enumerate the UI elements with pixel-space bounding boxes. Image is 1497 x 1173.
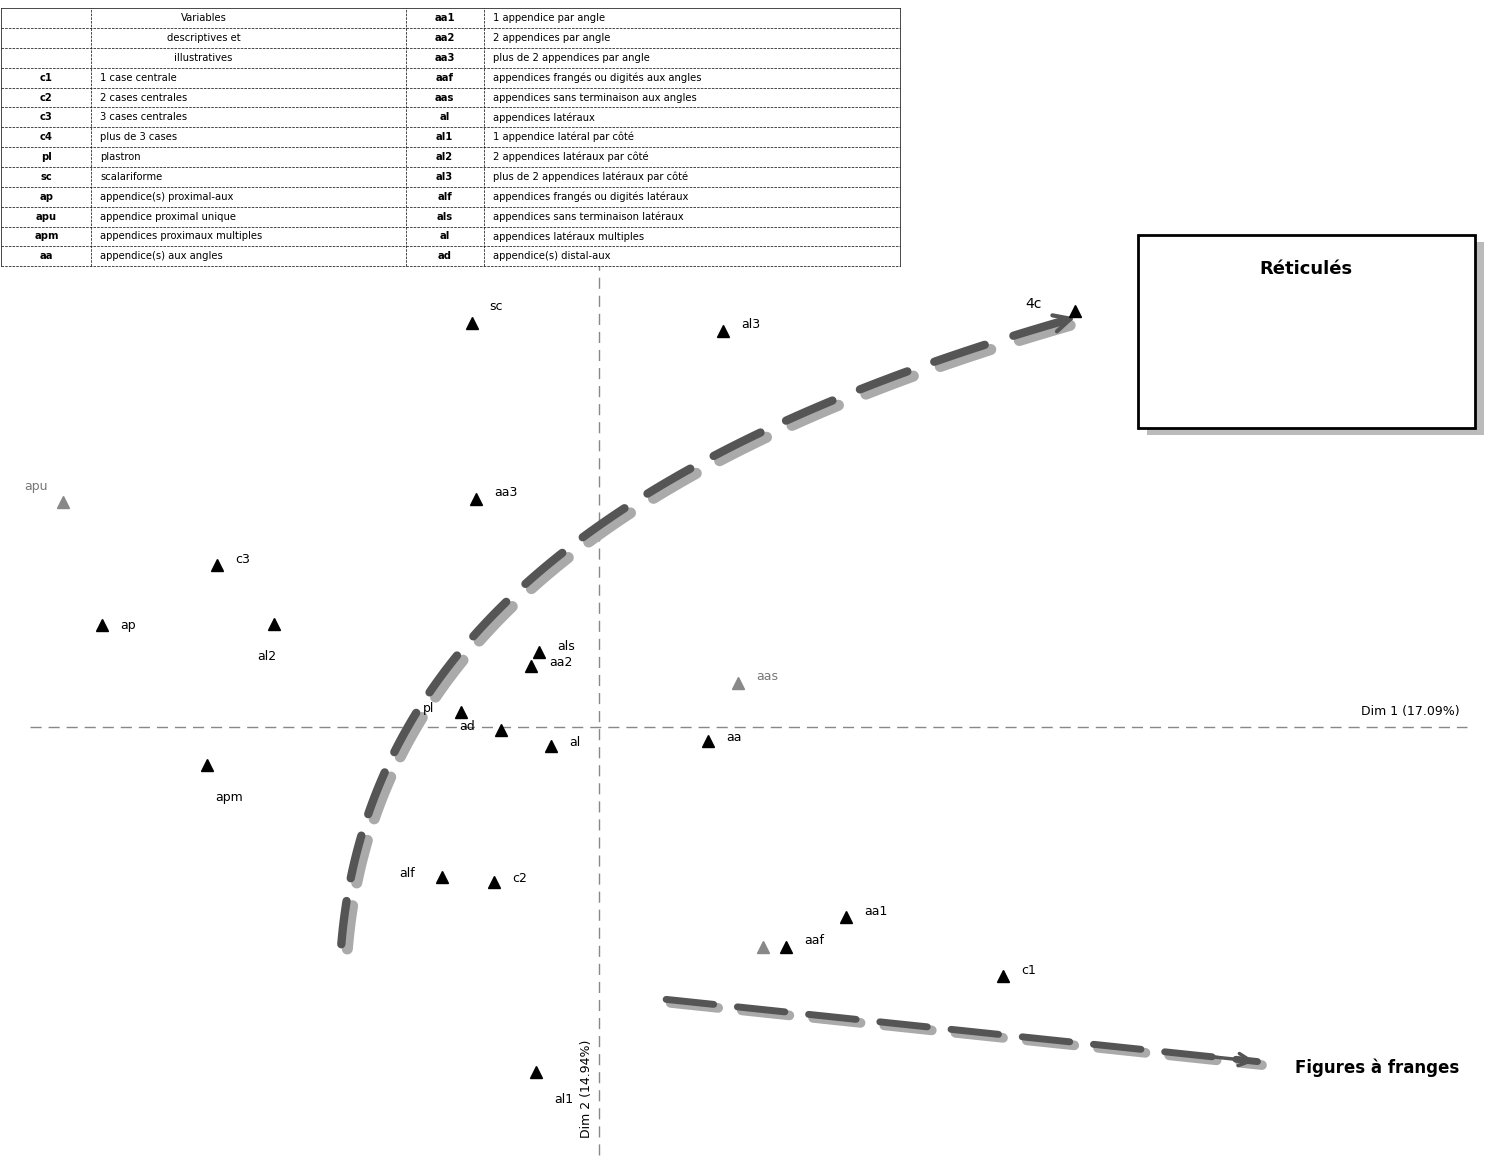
Text: appendices latéraux multiples: appendices latéraux multiples — [493, 231, 644, 242]
Text: 2 cases centrales: 2 cases centrales — [100, 93, 187, 102]
Text: plus de 2 appendices latéraux par côté: plus de 2 appendices latéraux par côté — [493, 171, 687, 182]
Text: al2: al2 — [436, 152, 454, 162]
Text: 4c: 4c — [1025, 297, 1042, 311]
Text: plus de 2 appendices par angle: plus de 2 appendices par angle — [493, 53, 650, 63]
Text: c1: c1 — [1021, 963, 1036, 977]
Text: al: al — [440, 231, 449, 242]
Text: Dim 2 (14.94%): Dim 2 (14.94%) — [581, 1039, 593, 1138]
Text: appendices proximaux multiples: appendices proximaux multiples — [100, 231, 262, 242]
Text: 1 appendice latéral par côté: 1 appendice latéral par côté — [493, 133, 633, 142]
FancyBboxPatch shape — [1138, 235, 1475, 428]
Text: ad: ad — [458, 719, 475, 733]
Text: apu: apu — [36, 211, 57, 222]
Text: sc: sc — [40, 172, 52, 182]
Text: aa2: aa2 — [549, 656, 573, 670]
Text: aa: aa — [39, 251, 54, 262]
Text: appendices frangés ou digités aux angles: appendices frangés ou digités aux angles — [493, 73, 701, 83]
Text: 1 appendice par angle: 1 appendice par angle — [493, 13, 605, 23]
Text: aa3: aa3 — [494, 486, 518, 500]
Text: ad: ad — [437, 251, 452, 262]
Text: c1: c1 — [40, 73, 52, 82]
Text: Variables: Variables — [181, 13, 226, 23]
Text: c3: c3 — [40, 113, 52, 122]
Text: al1: al1 — [554, 1093, 573, 1106]
Text: al1: al1 — [436, 133, 454, 142]
Text: ap: ap — [39, 192, 54, 202]
Text: aa: aa — [726, 731, 741, 745]
Text: c2: c2 — [40, 93, 52, 102]
Text: ap: ap — [120, 618, 135, 632]
Text: al3: al3 — [436, 172, 454, 182]
Text: als: als — [437, 211, 452, 222]
Text: plus de 3 cases: plus de 3 cases — [100, 133, 178, 142]
Text: illustratives: illustratives — [175, 53, 232, 63]
Text: appendices latéraux: appendices latéraux — [493, 113, 594, 123]
Text: alf: alf — [437, 192, 452, 202]
Text: 1 case centrale: 1 case centrale — [100, 73, 177, 82]
Text: appendice proximal unique: appendice proximal unique — [100, 211, 237, 222]
Text: 3 cases centrales: 3 cases centrales — [100, 113, 187, 122]
Text: appendices sans terminaison latéraux: appendices sans terminaison latéraux — [493, 211, 683, 222]
Text: c3: c3 — [235, 552, 250, 567]
Text: scalariforme: scalariforme — [100, 172, 163, 182]
Text: 2 appendices latéraux par côté: 2 appendices latéraux par côté — [493, 151, 648, 162]
Text: al2: al2 — [257, 650, 275, 663]
Text: 2 appendices par angle: 2 appendices par angle — [493, 33, 609, 43]
Text: c4: c4 — [40, 133, 52, 142]
Text: Figures à franges: Figures à franges — [1295, 1058, 1460, 1077]
Text: apm: apm — [216, 791, 244, 804]
Text: aaf: aaf — [436, 73, 454, 82]
Text: aas: aas — [436, 93, 454, 102]
Text: Dim 1 (17.09%): Dim 1 (17.09%) — [1361, 705, 1460, 718]
Text: apm: apm — [34, 231, 58, 242]
Text: Réticulés: Réticulés — [1259, 260, 1353, 278]
Text: aas: aas — [756, 670, 778, 684]
Text: aaf: aaf — [804, 934, 823, 948]
Text: plastron: plastron — [100, 152, 141, 162]
FancyBboxPatch shape — [1147, 242, 1484, 435]
Text: aa1: aa1 — [864, 904, 888, 918]
Text: als: als — [557, 639, 575, 653]
Text: al: al — [569, 735, 581, 750]
Text: appendice(s) distal-aux: appendice(s) distal-aux — [493, 251, 609, 262]
Text: appendices frangés ou digités latéraux: appendices frangés ou digités latéraux — [493, 191, 689, 202]
Text: aa2: aa2 — [434, 33, 455, 43]
Text: al: al — [440, 113, 449, 122]
Text: apu: apu — [24, 480, 48, 493]
Text: descriptives et: descriptives et — [166, 33, 241, 43]
Text: pl: pl — [422, 701, 434, 716]
Text: sc: sc — [490, 300, 503, 313]
Text: appendice(s) aux angles: appendice(s) aux angles — [100, 251, 223, 262]
Text: pl: pl — [40, 152, 52, 162]
Text: aa3: aa3 — [434, 53, 455, 63]
Text: alf: alf — [398, 867, 415, 881]
Text: appendice(s) proximal-aux: appendice(s) proximal-aux — [100, 192, 234, 202]
Text: aa1: aa1 — [434, 13, 455, 23]
Text: al3: al3 — [741, 318, 760, 332]
Text: appendices sans terminaison aux angles: appendices sans terminaison aux angles — [493, 93, 696, 102]
Text: c2: c2 — [512, 872, 527, 886]
